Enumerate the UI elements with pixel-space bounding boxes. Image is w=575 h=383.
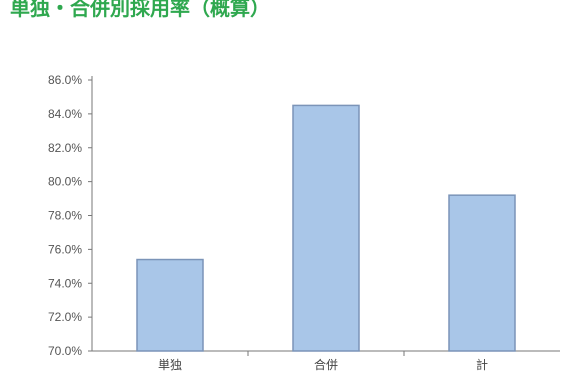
x-category-label: 単独	[158, 358, 182, 372]
y-tick-label: 86.0%	[48, 73, 82, 87]
y-tick-label: 74.0%	[48, 276, 82, 290]
y-tick-label: 76.0%	[48, 242, 82, 256]
y-tick-label: 84.0%	[48, 107, 82, 121]
y-tick-label: 82.0%	[48, 141, 82, 155]
chart-title: 単独・合併別採用率（概算）	[10, 0, 270, 20]
bar-1	[136, 258, 204, 352]
bar-3	[448, 194, 516, 352]
y-tick-label: 80.0%	[48, 175, 82, 189]
bar-2	[292, 104, 360, 352]
x-category-label: 計	[476, 357, 488, 372]
y-tick-label: 72.0%	[48, 310, 82, 324]
y-tick-label: 78.0%	[48, 209, 82, 223]
x-category-label: 合併	[314, 357, 338, 372]
y-tick-label: 70.0%	[48, 344, 82, 358]
